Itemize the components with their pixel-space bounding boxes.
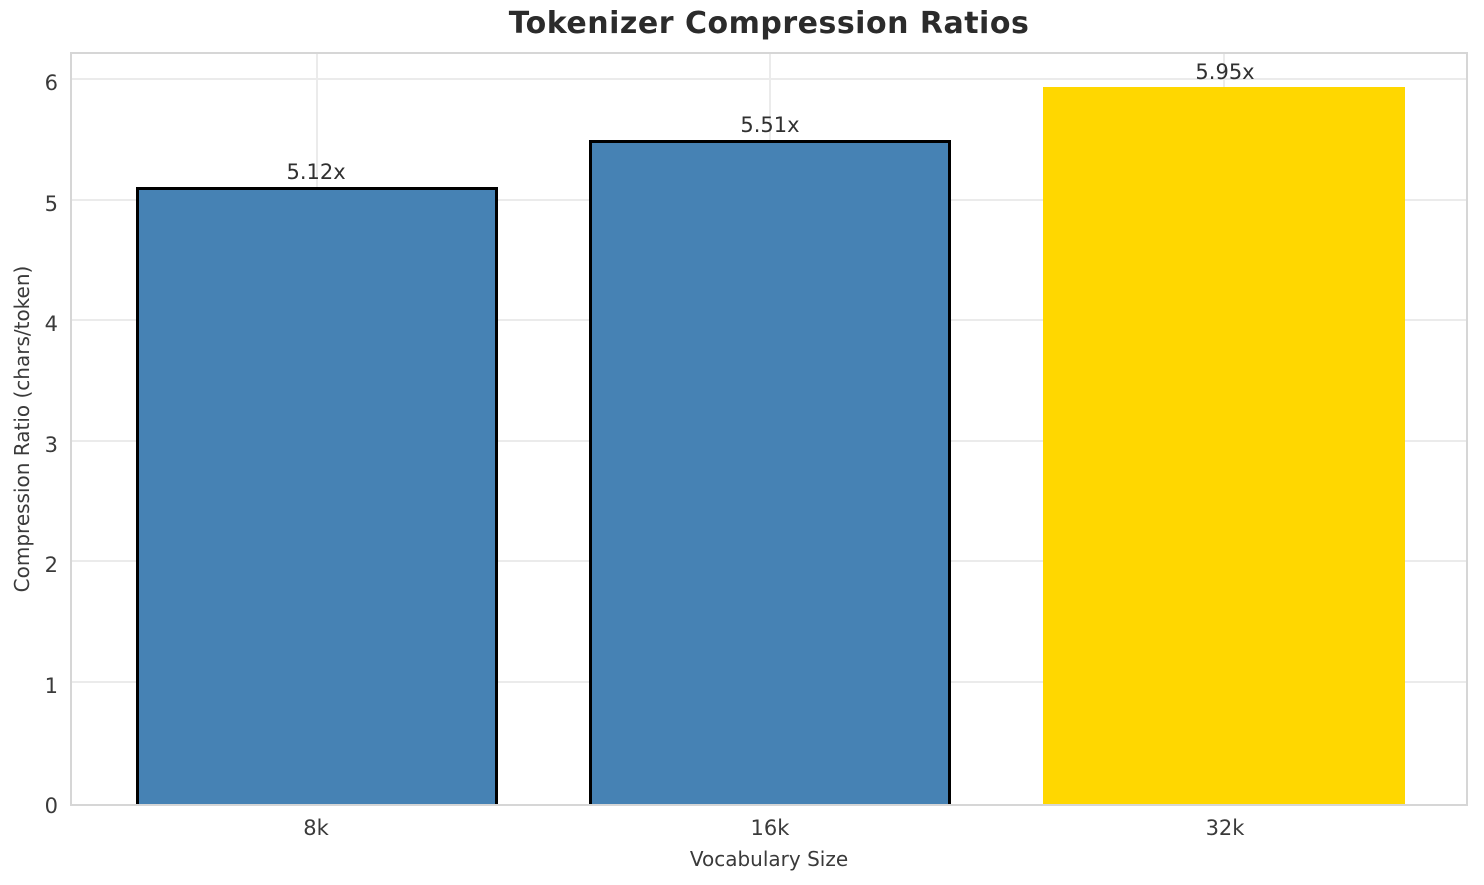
y-tick-label: 3	[44, 432, 58, 457]
y-tick-label: 6	[44, 71, 58, 96]
x-tick-label: 16k	[750, 816, 790, 840]
x-tick-label: 8k	[303, 816, 329, 840]
y-axis-label: Compression Ratio (chars/token)	[10, 265, 34, 593]
bar-value-label: 5.51x	[740, 113, 800, 138]
bar-value-label: 5.95x	[1195, 60, 1255, 85]
y-tick-label: 1	[44, 673, 58, 698]
y-tick-label: 4	[44, 312, 58, 337]
y-tick-label: 0	[44, 794, 58, 818]
bar-32k	[1042, 87, 1405, 804]
chart-title: Tokenizer Compression Ratios	[508, 6, 1030, 41]
bar-8k	[136, 187, 499, 804]
x-axis-label: Vocabulary Size	[689, 847, 849, 871]
y-tick-label: 2	[44, 553, 58, 578]
bar-value-label: 5.12x	[286, 160, 346, 185]
y-tick-label: 5	[44, 191, 58, 216]
plot-area	[70, 52, 1468, 806]
x-tick-label: 32k	[1205, 816, 1245, 840]
bar-16k	[588, 140, 951, 804]
